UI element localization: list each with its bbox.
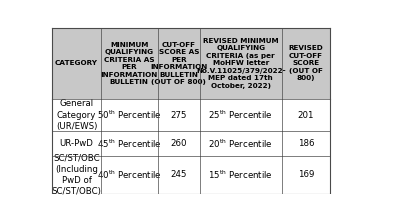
Text: UR-PwD: UR-PwD bbox=[60, 139, 94, 148]
Text: 40$^{\mathregular{th}}$ Percentile: 40$^{\mathregular{th}}$ Percentile bbox=[97, 169, 162, 181]
Bar bbox=[52, 156, 330, 194]
Text: 186: 186 bbox=[298, 139, 314, 148]
Text: 201: 201 bbox=[298, 111, 314, 119]
Text: REVISED
CUT-OFF
SCORE
(OUT OF
800): REVISED CUT-OFF SCORE (OUT OF 800) bbox=[288, 45, 323, 82]
Text: 15$^{\mathregular{th}}$ Percentile: 15$^{\mathregular{th}}$ Percentile bbox=[208, 169, 273, 181]
Text: 260: 260 bbox=[170, 139, 187, 148]
Text: General
Category
(UR/EWS): General Category (UR/EWS) bbox=[56, 99, 97, 131]
Text: SC/ST/OBC
(Including
PwD of
SC/ST/OBC): SC/ST/OBC (Including PwD of SC/ST/OBC) bbox=[52, 154, 102, 196]
Text: 169: 169 bbox=[298, 170, 314, 179]
Text: REVISED MINIMUM
QUALIFYING
CRITERIA (as per
MoHFW letter
No.V.11025/379/2022-
ME: REVISED MINIMUM QUALIFYING CRITERIA (as … bbox=[196, 38, 286, 89]
Text: CATEGORY: CATEGORY bbox=[55, 60, 98, 66]
Text: 20$^{\mathregular{th}}$ Percentile: 20$^{\mathregular{th}}$ Percentile bbox=[208, 137, 273, 150]
Bar bbox=[52, 99, 330, 131]
Bar bbox=[52, 28, 330, 99]
Text: 25$^{\mathregular{th}}$ Percentile: 25$^{\mathregular{th}}$ Percentile bbox=[208, 109, 273, 121]
Text: MINIMUM
QUALIFYING
CRITERIA AS
PER
INFORMATION
BULLETIN: MINIMUM QUALIFYING CRITERIA AS PER INFOR… bbox=[100, 42, 158, 85]
Text: 50$^{\mathregular{th}}$ Percentile: 50$^{\mathregular{th}}$ Percentile bbox=[97, 109, 162, 121]
Text: CUT-OFF
SCORE AS
PER
INFORMATION
BULLETIN
(OUT OF 800): CUT-OFF SCORE AS PER INFORMATION BULLETI… bbox=[150, 42, 208, 85]
Text: 45$^{\mathregular{th}}$ Percentile: 45$^{\mathregular{th}}$ Percentile bbox=[97, 137, 162, 150]
Bar bbox=[52, 131, 330, 156]
Text: 245: 245 bbox=[170, 170, 187, 179]
Text: 275: 275 bbox=[170, 111, 187, 119]
